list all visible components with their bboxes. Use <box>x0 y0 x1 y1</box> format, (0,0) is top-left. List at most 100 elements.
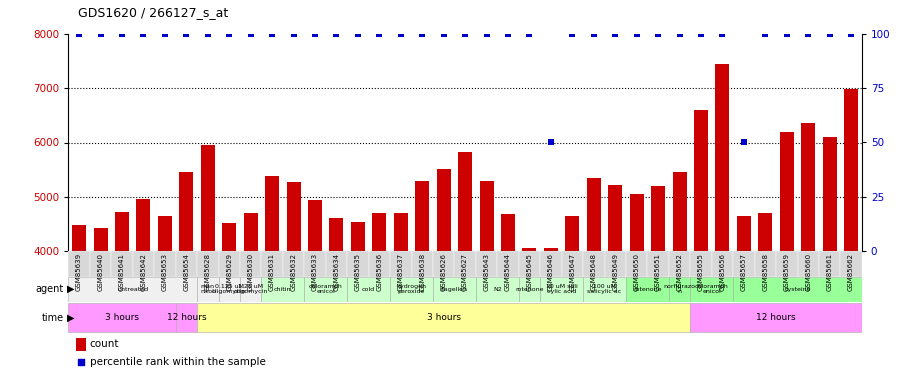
Point <box>586 31 600 37</box>
Bar <box>219 251 240 277</box>
Bar <box>347 277 390 302</box>
Text: cold: cold <box>362 287 374 292</box>
Point <box>115 31 129 37</box>
Bar <box>539 277 582 302</box>
Bar <box>822 137 835 375</box>
Bar <box>111 251 133 277</box>
Text: GSM85657: GSM85657 <box>740 253 746 291</box>
Point <box>415 31 429 37</box>
Text: GSM85639: GSM85639 <box>76 253 82 291</box>
Bar <box>390 277 433 302</box>
Bar <box>625 251 647 277</box>
Bar <box>433 277 476 302</box>
Bar <box>176 303 197 332</box>
Bar <box>72 225 86 375</box>
Point <box>608 31 622 37</box>
Text: 1.25 uM
oligomycin: 1.25 uM oligomycin <box>233 284 268 294</box>
Point <box>136 31 150 37</box>
Bar <box>197 251 219 277</box>
Bar <box>839 251 861 277</box>
Point <box>307 31 322 37</box>
Bar <box>647 251 668 277</box>
Bar <box>411 251 433 277</box>
Text: GSM85633: GSM85633 <box>312 253 318 291</box>
Text: GSM85637: GSM85637 <box>397 253 404 291</box>
Bar <box>711 251 732 277</box>
Text: GSM85635: GSM85635 <box>354 253 361 291</box>
Text: GSM85654: GSM85654 <box>183 253 189 291</box>
Text: GSM85651: GSM85651 <box>654 253 660 291</box>
Text: GSM85629: GSM85629 <box>226 253 232 291</box>
Bar <box>775 251 796 277</box>
Point <box>573 264 588 270</box>
Text: GSM85641: GSM85641 <box>118 253 125 291</box>
Bar <box>753 251 775 277</box>
Bar <box>690 251 711 277</box>
Bar <box>240 251 261 277</box>
Text: chloramph
enicol: chloramph enicol <box>309 284 343 294</box>
Text: GDS1620 / 266127_s_at: GDS1620 / 266127_s_at <box>77 6 228 19</box>
Bar <box>77 338 86 351</box>
Text: GSM85630: GSM85630 <box>248 253 253 291</box>
Bar <box>68 277 197 302</box>
Bar <box>176 251 197 277</box>
Text: 3 hours: 3 hours <box>426 314 460 322</box>
Bar <box>454 251 476 277</box>
Bar <box>732 251 753 277</box>
Text: percentile rank within the sample: percentile rank within the sample <box>89 357 265 367</box>
Bar <box>561 251 582 277</box>
Text: GSM85627: GSM85627 <box>462 253 467 291</box>
Bar <box>779 132 793 375</box>
Point <box>757 31 772 37</box>
Text: time: time <box>42 313 64 323</box>
Point <box>800 31 814 37</box>
Bar <box>436 169 450 375</box>
Text: GSM85638: GSM85638 <box>419 253 425 291</box>
Point <box>565 31 579 37</box>
Bar <box>496 251 518 277</box>
Text: agent: agent <box>36 284 64 294</box>
Bar <box>582 277 625 302</box>
Bar <box>240 277 261 302</box>
Text: untreated: untreated <box>117 287 148 292</box>
Bar <box>500 214 515 375</box>
Text: GSM85626: GSM85626 <box>440 253 446 291</box>
Text: 100 uM
salicylic ac: 100 uM salicylic ac <box>587 284 621 294</box>
Text: 12 hours: 12 hours <box>167 314 206 322</box>
Point <box>671 31 686 37</box>
Bar <box>265 176 279 375</box>
Bar <box>282 251 304 277</box>
Text: GSM85648: GSM85648 <box>590 253 596 291</box>
Bar <box>608 185 621 375</box>
Point <box>221 31 236 37</box>
Text: ▶: ▶ <box>67 313 74 323</box>
Bar <box>758 213 772 375</box>
Bar <box>200 145 214 375</box>
Point <box>543 140 558 146</box>
Bar <box>329 217 343 375</box>
Text: chitin: chitin <box>274 287 292 292</box>
Text: man
nitol: man nitol <box>200 284 215 294</box>
Text: GSM85632: GSM85632 <box>291 253 296 291</box>
Text: rotenone: rotenone <box>515 287 543 292</box>
Bar <box>261 277 304 302</box>
Bar <box>539 251 561 277</box>
Bar <box>479 181 493 375</box>
Point <box>779 31 793 37</box>
Point <box>286 31 301 37</box>
Text: 3 hours: 3 hours <box>105 314 138 322</box>
Bar <box>372 213 386 375</box>
Text: GSM85655: GSM85655 <box>697 253 703 291</box>
Bar <box>222 223 236 375</box>
Bar <box>736 216 750 375</box>
Bar <box>732 277 861 302</box>
Bar <box>197 303 690 332</box>
Bar <box>308 200 322 375</box>
Point <box>264 31 279 37</box>
Text: norflurazo
n: norflurazo n <box>663 284 695 294</box>
Bar <box>261 251 282 277</box>
Bar <box>518 251 539 277</box>
Point <box>93 31 107 37</box>
Bar <box>158 216 171 375</box>
Bar <box>351 222 364 375</box>
